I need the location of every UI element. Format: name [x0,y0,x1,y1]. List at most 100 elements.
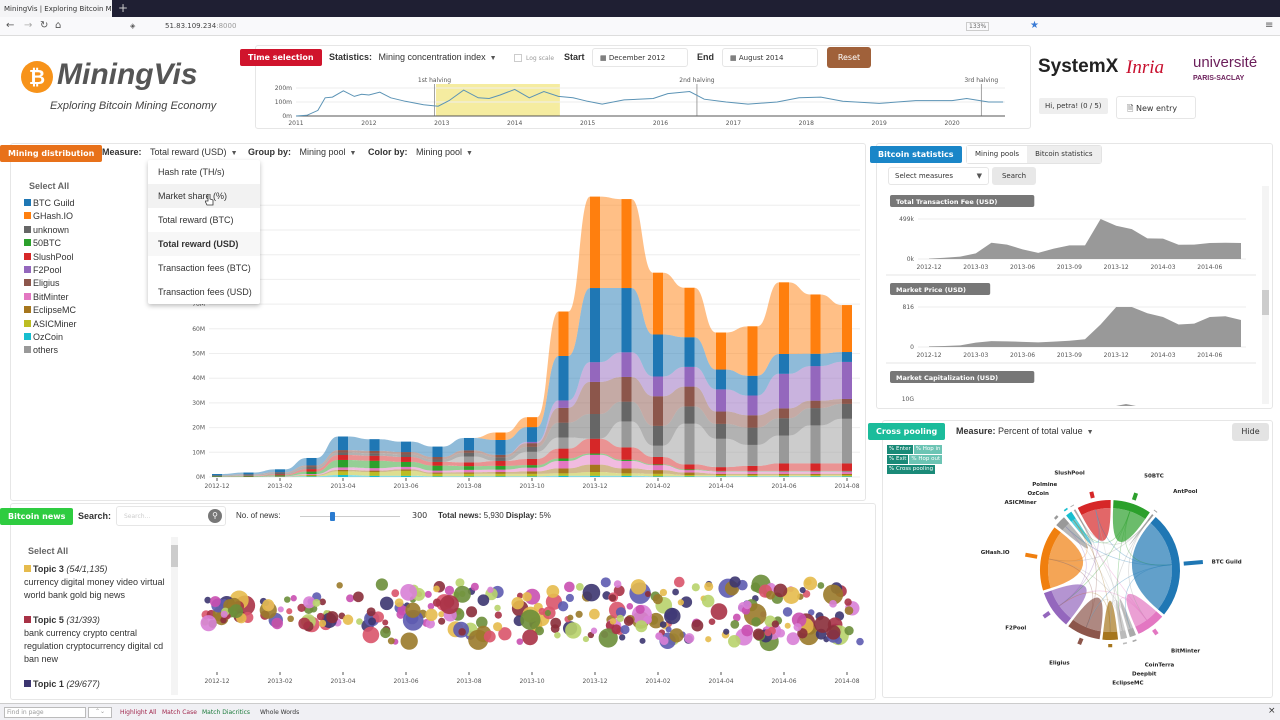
new-tab-button[interactable]: + [118,1,129,15]
legend-enter[interactable]: % Enter [887,445,913,454]
measure-option[interactable]: Total reward (USD) [148,232,260,256]
news-bubble [397,605,408,616]
menu-icon[interactable]: ≡ [1265,20,1274,31]
news-bubble [453,585,471,603]
bookmark-star-icon[interactable]: ★ [1030,20,1039,31]
news-bubble [356,618,363,625]
x-tick-label: 2013-09 [1057,264,1082,271]
whole-words-toggle[interactable]: Whole Words [260,709,300,716]
topic-item[interactable]: Topic 3 (54/1,135) currency digital money… [24,563,169,602]
bar-segment-BTC Guild [810,353,821,367]
tab-mining-pools[interactable]: Mining pools [967,146,1028,163]
pool-label: BitMinter [1171,649,1200,655]
forward-icon[interactable]: → [24,20,33,31]
match-case-toggle[interactable]: Match Case [162,709,197,716]
bar-segment-50BTC [621,459,632,461]
news-bubble [665,626,672,633]
url-field[interactable]: 51.83.109.234:8000 [165,22,237,30]
bar-segment-OzCoin [716,476,726,477]
group-by-select[interactable]: Group by: Mining pool ▼ [248,147,357,157]
legend-item-asicminer[interactable]: ASICMiner [24,319,77,332]
topic-count: (29/677) [66,679,100,689]
news-bubble [458,628,466,636]
cross-pooling-measure-select[interactable]: Measure: Percent of total value ▼ [956,426,1094,436]
pool-label: SlushPool [1054,471,1085,477]
news-bubble-chart[interactable]: 2012-12 2013-02 2013-04 2013-06 2013-08 2013-… [190,540,870,690]
find-prev-next[interactable]: ⌃⌄ [88,707,112,718]
color-by-select[interactable]: Color by: Mining pool ▼ [368,147,473,157]
legend-item-eligius[interactable]: Eligius [24,278,77,291]
bar-segment-F2Pool [716,389,726,412]
legend-item-bitminter[interactable]: BitMinter [24,292,77,305]
legend-hop-in[interactable]: % Hop in [913,445,943,454]
bar-segment-unknown [747,427,758,445]
news-bubble [342,614,354,626]
topic-item[interactable]: Topic 5 (31/393) bank currency crypto cen… [24,614,169,666]
legend-item-others[interactable]: others [24,345,77,358]
news-search-input[interactable]: Search... [116,506,226,526]
bar-segment-others [653,445,663,457]
legend-item-unknown[interactable]: unknown [24,225,77,238]
no-news-slider[interactable] [300,512,400,521]
bar-segment-GHash.IO [590,196,600,289]
stats-search-button[interactable]: Search [992,167,1036,185]
measure-select[interactable]: Measure: Total reward (USD) ▼ [102,147,238,157]
start-date-input[interactable]: ▦ December 2012 [592,48,688,67]
highlight-all-toggle[interactable]: Highlight All [120,709,157,716]
legend-item-f2pool[interactable]: F2Pool [24,265,77,278]
news-bubble [630,579,647,595]
topic-scrollbar[interactable] [171,537,178,695]
pool-label: 50BTC [1144,473,1164,479]
log-scale-checkbox[interactable] [514,54,522,62]
match-diacritics-toggle[interactable]: Match Diacritics [202,709,251,716]
statistics-select[interactable]: Statistics: Mining concentration index ▼ [329,52,497,62]
measure-option[interactable]: Market share (%) [148,184,260,208]
end-label: End [697,52,714,62]
legend-item-ozcoin[interactable]: OzCoin [24,332,77,345]
stat-label: Market Price (USD) [896,286,966,294]
legend-exit[interactable]: % Exit [887,455,909,464]
reload-icon[interactable]: ↻ [40,20,49,31]
mining-distribution-chart[interactable]: 0M10M20M30M40M50M60M70M80M90M100M110M201… [170,180,865,495]
inria-logo: Inria [1126,57,1164,78]
legend-cross-pooling[interactable]: % Cross pooling [887,465,936,474]
zoom-level[interactable]: 133% [966,22,990,31]
news-bubble [298,617,311,630]
chord-arc-OzCoin [1066,511,1076,522]
hide-button[interactable]: Hide [1232,423,1269,441]
bar-segment-unknown [621,401,632,422]
chord-link [1065,526,1172,566]
new-entry-button[interactable]: 🗎 New entry [1116,96,1196,119]
chord-arc-SlushPool [1077,500,1111,515]
home-icon[interactable]: ⌂ [55,20,62,31]
legend-item-ghash-io[interactable]: GHash.IO [24,211,77,224]
browser-tab[interactable]: MiningVis | Exploring Bitcoin Mining Eco… [0,0,112,17]
find-input[interactable]: Find in page [4,707,86,718]
legend-item-btc-guild[interactable]: BTC Guild [24,198,77,211]
topic-item[interactable]: Topic 1 (29/677) [24,678,169,691]
stats-scrollbar[interactable] [1262,186,1269,404]
measure-option[interactable]: Transaction fees (USD) [158,287,252,297]
legend-item-50btc[interactable]: 50BTC [24,238,77,251]
legend-item-slushpool[interactable]: SlushPool [24,252,77,265]
legend-hop-out[interactable]: % Hop out [909,455,943,464]
reset-button[interactable]: Reset [827,47,871,68]
select-all-topics[interactable]: Select All [28,546,69,556]
select-measures-dropdown[interactable]: Select measures ▼ [888,167,989,185]
cross-pooling-chord-diagram[interactable]: 50BTC AntPool BTC Guild BitMinter CoinTerra D… [960,450,1260,694]
measure-option[interactable]: Hash rate (TH/s) [158,167,225,177]
select-all-pools[interactable]: Select All [29,181,70,191]
tab-bitcoin-statistics[interactable]: Bitcoin statistics [1027,146,1101,163]
slider-handle[interactable] [330,512,335,521]
measure-option[interactable]: Transaction fees (BTC) [158,263,251,273]
bar-segment-ASICMiner [747,475,758,477]
back-icon[interactable]: ← [6,20,15,31]
measure-option[interactable]: Total reward (BTC) [158,215,234,225]
end-date-input[interactable]: ▦ August 2014 [722,48,818,67]
news-bubble [476,616,488,629]
close-find-icon[interactable]: × [1268,706,1276,716]
stats-tabs: Mining pools Bitcoin statistics [966,145,1102,164]
legend-item-eclipsemc[interactable]: EclipseMC [24,305,77,318]
search-icon[interactable]: ⚲ [208,509,222,523]
